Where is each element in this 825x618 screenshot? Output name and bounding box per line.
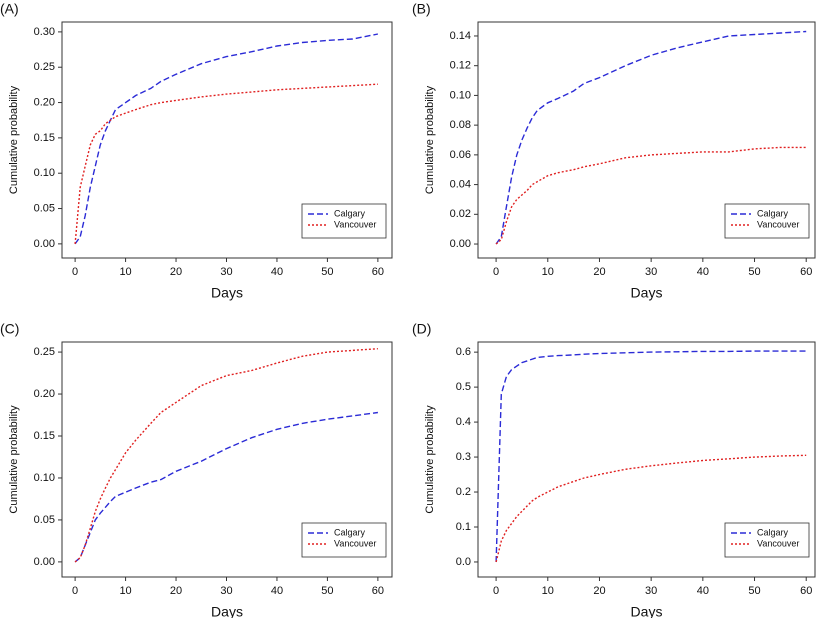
y-axis-label: Cumulative probability	[8, 85, 20, 194]
y-tick-label: 0.05	[34, 202, 55, 214]
x-tick-label: 50	[321, 585, 333, 597]
panel-label: (C)	[0, 321, 19, 337]
panel-label: (B)	[412, 1, 431, 17]
y-tick-label: 0.25	[34, 61, 55, 73]
y-tick-label: 0.00	[34, 556, 55, 568]
y-tick-label: 0.04	[450, 178, 471, 190]
plot-frame	[477, 21, 816, 259]
legend-label: Vancouver	[334, 538, 376, 548]
x-tick-label: 0	[493, 585, 499, 597]
x-tick-label: 20	[593, 585, 605, 597]
x-tick-label: 50	[748, 266, 760, 278]
x-tick-label: 10	[542, 266, 554, 278]
series-line	[74, 33, 379, 245]
legend-label: Calgary	[334, 527, 366, 537]
y-tick-label: 0.15	[34, 132, 55, 144]
y-tick-label: 0.10	[450, 89, 471, 101]
y-tick-label: 0.25	[34, 346, 55, 358]
x-tick-label: 10	[119, 585, 131, 597]
x-tick-label: 60	[372, 585, 384, 597]
panel-label: (D)	[412, 321, 431, 337]
legend-label: Calgary	[334, 208, 366, 218]
legend-label: Calgary	[757, 527, 789, 537]
x-tick-label: 30	[220, 266, 232, 278]
x-tick-label: 10	[119, 266, 131, 278]
y-axis-label: Cumulative probability	[424, 405, 436, 514]
y-axis-label: Cumulative probability	[8, 405, 20, 514]
legend-box	[724, 522, 810, 558]
x-tick-label: 20	[170, 585, 182, 597]
series-line	[74, 411, 378, 563]
y-tick-label: 0.02	[450, 208, 471, 220]
y-tick-label: 0.20	[34, 388, 55, 400]
x-tick-label: 60	[800, 266, 812, 278]
x-tick-label: 60	[372, 266, 384, 278]
x-tick-label: 40	[697, 266, 709, 278]
x-tick-label: 40	[697, 585, 709, 597]
y-tick-label: 0.5	[456, 381, 471, 393]
y-tick-label: 0.05	[34, 514, 55, 526]
x-tick-label: 30	[645, 266, 657, 278]
plot-frame	[61, 21, 393, 259]
x-tick-label: 50	[321, 266, 333, 278]
y-tick-label: 0.08	[450, 119, 471, 131]
series-line	[74, 83, 378, 244]
series-line	[495, 30, 807, 245]
y-tick-label: 0.00	[34, 238, 55, 250]
y-tick-label: 0.00	[450, 238, 471, 250]
x-tick-label: 30	[645, 585, 657, 597]
y-axis-label: Cumulative probability	[424, 85, 436, 194]
x-tick-label: 20	[593, 266, 605, 278]
y-tick-label: 0.6	[456, 346, 471, 358]
legend-box	[724, 203, 810, 239]
legend-box	[301, 522, 387, 558]
x-tick-label: 0	[72, 585, 78, 597]
y-tick-label: 0.10	[34, 472, 55, 484]
x-tick-label: 40	[271, 585, 283, 597]
y-tick-label: 0.2	[456, 486, 471, 498]
x-axis-label: Days	[211, 285, 243, 301]
series-line	[74, 348, 378, 563]
x-axis-label: Days	[211, 604, 243, 618]
legend-label: Vancouver	[334, 219, 376, 229]
series-line	[495, 146, 807, 245]
x-tick-label: 0	[493, 266, 499, 278]
legend-box	[301, 203, 387, 239]
y-tick-label: 0.4	[456, 416, 471, 428]
y-tick-label: 0.0	[456, 556, 471, 568]
legend-label: Calgary	[757, 208, 789, 218]
x-tick-label: 0	[72, 266, 78, 278]
y-tick-label: 0.12	[450, 60, 471, 72]
y-tick-label: 0.20	[34, 96, 55, 108]
x-tick-label: 20	[170, 266, 182, 278]
y-tick-label: 0.06	[450, 149, 471, 161]
y-tick-label: 0.15	[34, 430, 55, 442]
panel-label: (A)	[0, 1, 19, 17]
y-tick-label: 0.30	[34, 26, 55, 38]
y-tick-label: 0.3	[456, 451, 471, 463]
legend-label: Vancouver	[757, 538, 799, 548]
y-tick-label: 0.10	[34, 167, 55, 179]
x-tick-label: 50	[748, 585, 760, 597]
x-axis-label: Days	[631, 604, 663, 618]
x-tick-label: 60	[800, 585, 812, 597]
series-line	[495, 350, 807, 563]
y-tick-label: 0.1	[456, 521, 471, 533]
y-tick-label: 0.14	[450, 30, 471, 42]
plot-frame	[477, 341, 816, 578]
x-tick-label: 40	[271, 266, 283, 278]
x-tick-label: 30	[220, 585, 232, 597]
legend-label: Vancouver	[757, 219, 799, 229]
plot-frame	[61, 341, 393, 578]
x-tick-label: 10	[542, 585, 554, 597]
x-axis-label: Days	[631, 285, 663, 301]
